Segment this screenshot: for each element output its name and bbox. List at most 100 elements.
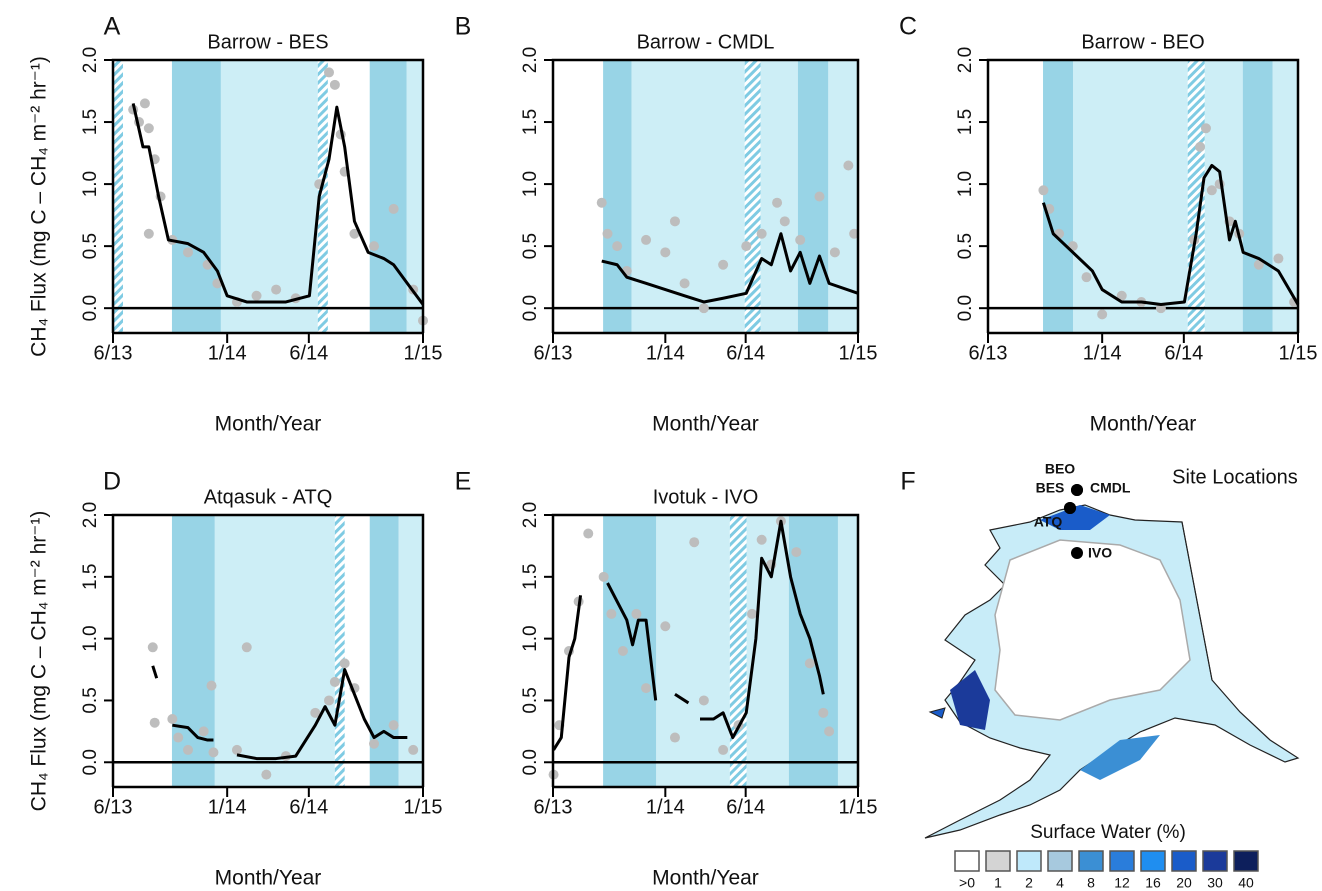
legend-swatch [1016, 850, 1042, 872]
flux-line [552, 595, 583, 751]
data-point [1273, 253, 1284, 264]
flux-line [131, 103, 425, 306]
x-axis-label: Month/Year [215, 413, 322, 436]
flux-line [674, 693, 690, 705]
y-tick-label: 0.0 [80, 749, 101, 775]
wet-south [1080, 735, 1160, 780]
y-axis-label: CH₄ Flux (mg C – CH₄ m⁻² hr⁻¹) [28, 56, 51, 357]
data-point [698, 695, 709, 706]
legend-label: 1 [994, 875, 1002, 891]
site-label: IVO [1088, 545, 1112, 561]
data-point [583, 528, 594, 539]
x-tick-label: 6/13 [534, 796, 573, 818]
legend-label: 8 [1087, 875, 1095, 891]
season-band [760, 60, 798, 333]
y-tick-label: 0.5 [520, 687, 541, 713]
data-point [261, 769, 272, 780]
legend-swatch [1109, 850, 1135, 872]
legend-label: 2 [1025, 875, 1033, 891]
flux-line [601, 232, 859, 304]
data-point [1206, 185, 1217, 196]
x-tick-label: 6/14 [726, 342, 765, 364]
y-tick-label: 1.0 [955, 171, 976, 197]
data-point [1195, 141, 1206, 152]
x-tick-label: 1/14 [646, 342, 685, 364]
data-point [598, 571, 609, 582]
data-point [718, 259, 729, 270]
data-point [631, 608, 642, 619]
season-band [1242, 60, 1273, 333]
site-dot [1071, 484, 1083, 496]
data-point [641, 234, 652, 245]
data-point [231, 744, 242, 755]
x-tick-label: 1/15 [1279, 342, 1318, 364]
data-point [698, 303, 709, 314]
panel-letter: C [899, 13, 917, 41]
data-point [251, 290, 262, 301]
panel-title: Barrow - BES [207, 31, 328, 53]
x-tick-label: 6/13 [94, 796, 133, 818]
y-tick-label: 2.0 [80, 47, 101, 73]
data-point [779, 216, 790, 227]
y-tick-label: 0.5 [520, 233, 541, 259]
data-point [369, 241, 380, 252]
data-point [147, 642, 158, 653]
legend-label: 40 [1238, 875, 1254, 891]
season-band [1043, 60, 1073, 333]
y-tick-label: 1.0 [520, 171, 541, 197]
y-tick-label: 1.5 [520, 109, 541, 135]
panel-letter: A [104, 13, 121, 41]
season-band [631, 60, 745, 333]
legend-label: 16 [1145, 875, 1161, 891]
data-point [369, 738, 380, 749]
season-band [1072, 60, 1188, 333]
axis-frame [551, 58, 860, 333]
y-tick-label: 2.0 [80, 502, 101, 528]
data-point [149, 717, 160, 728]
x-tick-label: 6/14 [1164, 342, 1203, 364]
flux-line [172, 723, 214, 742]
panel-letter: E [455, 468, 472, 496]
data-point [660, 621, 671, 632]
season-band [744, 60, 761, 333]
data-point [596, 197, 607, 208]
data-point [641, 683, 652, 694]
legend-label: >0 [959, 875, 975, 891]
legend-label: 30 [1207, 875, 1223, 891]
data-point [669, 732, 680, 743]
x-tick-label: 6/13 [969, 342, 1008, 364]
data-point [388, 720, 399, 731]
data-point [324, 67, 335, 78]
site-label: BES [1036, 480, 1065, 496]
dry-interior [994, 539, 1191, 721]
flux-line [1041, 163, 1300, 306]
legend-swatch [985, 850, 1011, 872]
data-point [349, 228, 360, 239]
y-tick-label: 0.0 [80, 295, 101, 321]
data-point [829, 247, 840, 258]
data-point [689, 537, 700, 548]
x-tick-label: 6/13 [534, 342, 573, 364]
data-point [718, 744, 729, 755]
season-band [334, 515, 345, 787]
x-tick-label: 1/14 [208, 796, 247, 818]
data-point [271, 284, 282, 295]
y-tick-label: 0.0 [520, 295, 541, 321]
season-band [214, 515, 335, 787]
map-title: Site Locations [1172, 466, 1298, 488]
data-point [339, 658, 350, 669]
site-label: BEO [1045, 461, 1075, 477]
border [1181, 521, 1213, 681]
y-tick-label: 2.0 [520, 47, 541, 73]
alaska-map [924, 504, 1300, 839]
y-tick-label: 1.5 [520, 564, 541, 590]
season-band [171, 60, 221, 333]
x-tick-label: 6/14 [289, 342, 328, 364]
legend-label: 20 [1176, 875, 1192, 891]
x-tick-label: 6/14 [289, 796, 328, 818]
x-tick-label: 1/15 [404, 342, 443, 364]
data-point [824, 726, 835, 737]
data-point [756, 534, 767, 545]
data-point [1116, 290, 1127, 301]
